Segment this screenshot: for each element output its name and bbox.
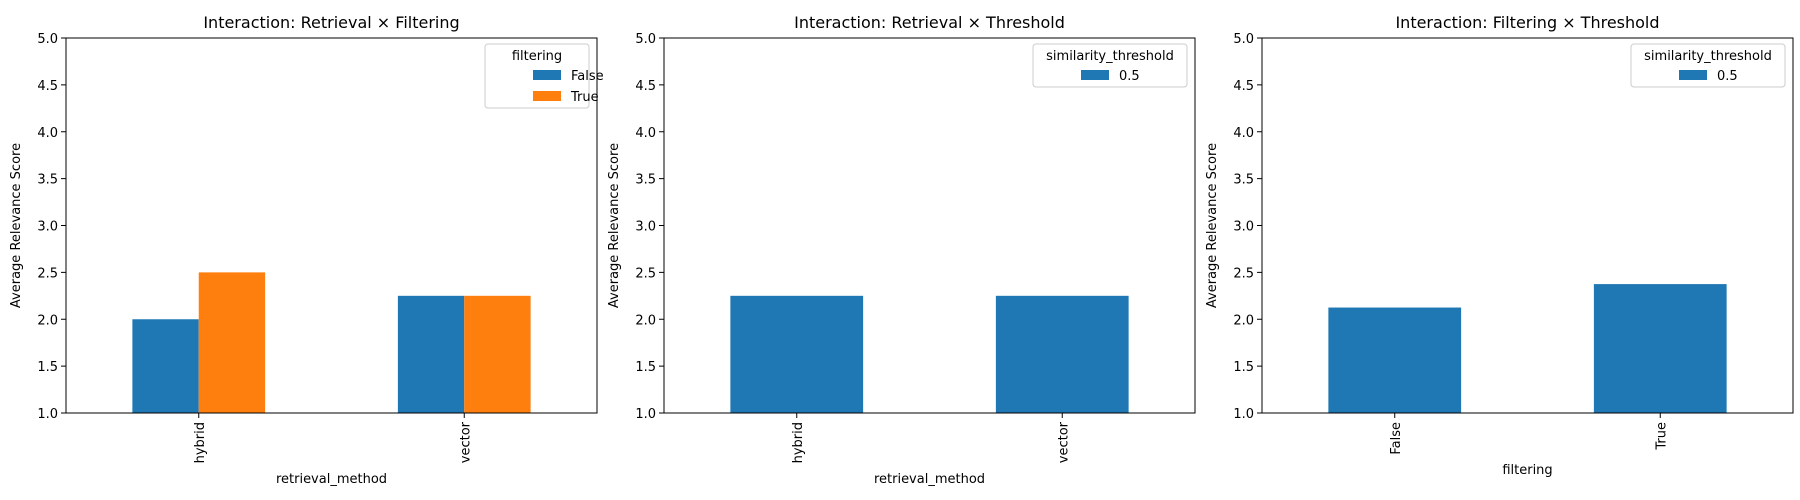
x-axis-label: retrieval_method bbox=[874, 472, 985, 487]
legend: similarity_threshold 0.5 bbox=[1032, 43, 1188, 88]
bar-hybrid-False bbox=[132, 319, 199, 413]
bar-True-0.5 bbox=[1593, 284, 1727, 413]
legend-entry-label: True bbox=[570, 90, 599, 105]
y-tick-label: 2.5 bbox=[1233, 266, 1254, 281]
legend-box bbox=[1032, 43, 1188, 88]
y-axis-label: Average Relevance Score bbox=[607, 143, 622, 308]
y-tick-label: 4.5 bbox=[37, 79, 58, 94]
bar-hybrid-0.5 bbox=[730, 295, 864, 413]
y-tick-label: 5.0 bbox=[1233, 32, 1254, 47]
chart-panel-3: Interaction: Filtering × Threshold 1.0 1.5… bbox=[1205, 13, 1794, 478]
x-tick-label: False bbox=[1389, 422, 1404, 455]
legend-title: similarity_threshold bbox=[1644, 49, 1772, 64]
legend-title: similarity_threshold bbox=[1046, 49, 1174, 64]
legend-title: filtering bbox=[512, 49, 562, 64]
y-tick-label: 3.0 bbox=[37, 220, 58, 235]
chart-panel-1: Interaction: Retrieval × Filtering 1.0 1.5… bbox=[9, 13, 604, 487]
y-tick-label: 3.5 bbox=[37, 173, 58, 188]
x-tick-label: hybrid bbox=[193, 422, 208, 463]
legend-entry-label: False bbox=[571, 69, 604, 84]
y-tick-label: 4.5 bbox=[1233, 79, 1254, 94]
y-tick-label: 3.0 bbox=[635, 220, 656, 235]
y-tick-label: 4.0 bbox=[1233, 126, 1254, 141]
y-tick-label: 4.0 bbox=[635, 126, 656, 141]
legend-swatch bbox=[533, 70, 561, 80]
y-tick-label: 1.0 bbox=[37, 407, 58, 422]
x-tick-label: vector bbox=[458, 421, 473, 463]
legend-entry-label: 0.5 bbox=[1119, 69, 1140, 84]
y-tick-label: 1.5 bbox=[37, 360, 58, 375]
y-tick-label: 1.5 bbox=[1233, 360, 1254, 375]
y-tick-label: 5.0 bbox=[37, 32, 58, 47]
y-tick-label: 2.5 bbox=[635, 266, 656, 281]
chart-title: Interaction: Filtering × Threshold bbox=[1395, 13, 1659, 32]
bar-vector-0.5 bbox=[995, 295, 1129, 413]
y-tick-label: 1.0 bbox=[1233, 407, 1254, 422]
chart-title: Interaction: Retrieval × Threshold bbox=[794, 13, 1065, 32]
y-tick-label: 5.0 bbox=[635, 32, 656, 47]
legend-box bbox=[1630, 43, 1786, 88]
x-tick-label: True bbox=[1654, 422, 1669, 451]
x-axis-label: retrieval_method bbox=[276, 472, 387, 487]
legend: filtering False True bbox=[484, 43, 604, 109]
legend-entry-label: 0.5 bbox=[1717, 69, 1738, 84]
y-tick-label: 4.0 bbox=[37, 126, 58, 141]
legend-swatch bbox=[1679, 70, 1707, 80]
chart-title: Interaction: Retrieval × Filtering bbox=[203, 13, 459, 32]
y-tick-label: 3.5 bbox=[635, 173, 656, 188]
y-axis-label: Average Relevance Score bbox=[1205, 143, 1220, 308]
y-tick-label: 2.5 bbox=[37, 266, 58, 281]
y-tick-label: 3.5 bbox=[1233, 173, 1254, 188]
bar-False-0.5 bbox=[1328, 307, 1462, 413]
bar-vector-False bbox=[397, 295, 465, 413]
x-tick-label: vector bbox=[1056, 421, 1071, 463]
legend-swatch bbox=[1081, 70, 1109, 80]
y-tick-label: 2.0 bbox=[1233, 313, 1254, 328]
legend: similarity_threshold 0.5 bbox=[1630, 43, 1786, 88]
y-tick-label: 4.5 bbox=[635, 79, 656, 94]
y-tick-label: 2.0 bbox=[635, 313, 656, 328]
y-tick-label: 2.0 bbox=[37, 313, 58, 328]
y-tick-label: 3.0 bbox=[1233, 220, 1254, 235]
x-axis-label: filtering bbox=[1502, 463, 1552, 478]
x-tick-label: hybrid bbox=[791, 422, 806, 463]
bar-hybrid-True bbox=[198, 272, 266, 413]
chart-panel-2: Interaction: Retrieval × Threshold 1.0 1.5… bbox=[607, 13, 1196, 487]
y-tick-label: 1.0 bbox=[635, 407, 656, 422]
legend-swatch bbox=[533, 91, 561, 101]
bar-vector-True bbox=[464, 295, 531, 413]
y-tick-label: 1.5 bbox=[635, 360, 656, 375]
y-axis-label: Average Relevance Score bbox=[9, 143, 24, 308]
